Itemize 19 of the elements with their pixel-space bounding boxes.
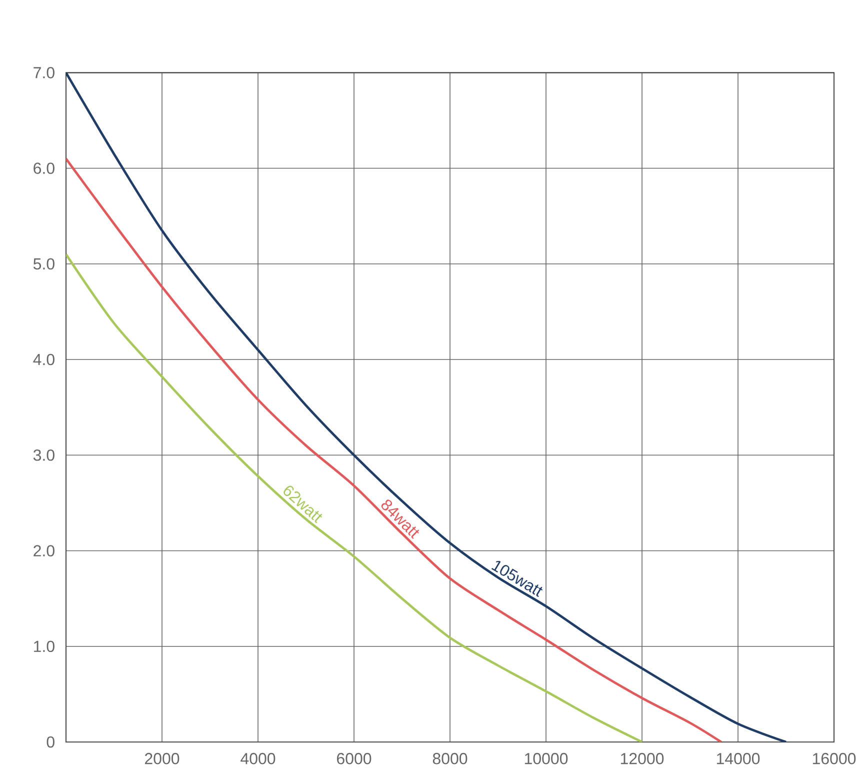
x-tick-label: 6000 bbox=[337, 752, 372, 764]
y-tick-label: 5.0 bbox=[33, 258, 54, 270]
y-tick-label: 1.0 bbox=[34, 640, 54, 652]
y-tick-label: 6.0 bbox=[34, 162, 54, 174]
line-series bbox=[66, 72, 788, 742]
x-tick-label: 2000 bbox=[145, 752, 180, 764]
y-tick-label: 3.0 bbox=[33, 449, 54, 461]
y-tick-label: 2.0 bbox=[34, 545, 54, 556]
x-tick-label: 16000 bbox=[812, 752, 856, 764]
x-tick-label: 12000 bbox=[620, 752, 664, 764]
line-series bbox=[66, 158, 722, 742]
y-tick-label: 4.0 bbox=[33, 354, 54, 366]
x-tick-label: 10000 bbox=[524, 752, 568, 764]
x-tick-label: 4000 bbox=[240, 752, 276, 764]
y-tick-label: 7.0 bbox=[34, 67, 54, 78]
x-tick-label: 14000 bbox=[716, 752, 760, 764]
line-series bbox=[66, 253, 644, 742]
y-tick-label: 0 bbox=[46, 736, 54, 748]
x-tick-label: 8000 bbox=[432, 752, 468, 764]
